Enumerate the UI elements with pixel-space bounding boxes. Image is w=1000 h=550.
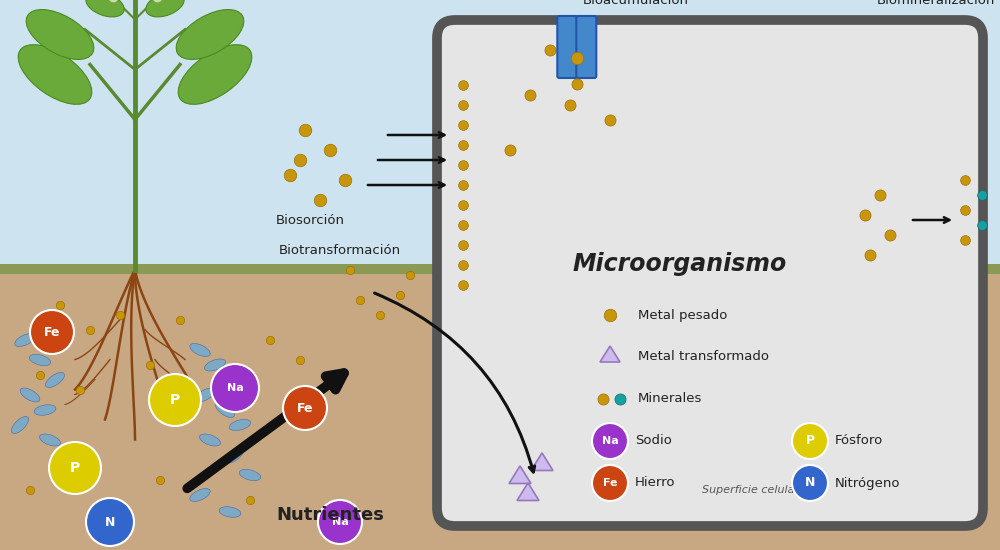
Polygon shape	[509, 466, 531, 483]
FancyBboxPatch shape	[557, 16, 577, 78]
Ellipse shape	[216, 403, 234, 417]
Text: Fe: Fe	[603, 478, 617, 488]
Polygon shape	[531, 453, 553, 470]
Text: P: P	[170, 393, 180, 407]
Ellipse shape	[195, 388, 215, 402]
Circle shape	[792, 423, 828, 459]
Polygon shape	[600, 346, 620, 362]
Circle shape	[318, 500, 362, 544]
Text: P: P	[70, 461, 80, 475]
Text: Hierro: Hierro	[635, 476, 676, 490]
Text: Sodio: Sodio	[635, 434, 672, 448]
Polygon shape	[0, 270, 1000, 550]
Ellipse shape	[26, 9, 94, 59]
Text: P: P	[805, 434, 815, 448]
Circle shape	[149, 374, 201, 426]
Ellipse shape	[229, 420, 251, 431]
Circle shape	[283, 386, 327, 430]
Text: Nitrógeno: Nitrógeno	[835, 476, 900, 490]
Text: Minerales: Minerales	[638, 393, 702, 405]
Text: Biotransformación: Biotransformación	[279, 244, 401, 256]
Circle shape	[86, 498, 134, 546]
Ellipse shape	[239, 469, 261, 481]
Text: Na: Na	[227, 383, 243, 393]
Text: N: N	[105, 515, 115, 529]
FancyBboxPatch shape	[437, 20, 983, 526]
Text: Fe: Fe	[44, 326, 60, 338]
Text: Na: Na	[602, 436, 618, 446]
Text: Metal pesado: Metal pesado	[638, 309, 727, 322]
Ellipse shape	[46, 372, 64, 388]
Text: Fe: Fe	[297, 402, 313, 415]
Ellipse shape	[86, 0, 124, 17]
Text: N: N	[805, 476, 815, 490]
Ellipse shape	[219, 507, 241, 518]
Polygon shape	[0, 0, 1000, 270]
Text: Superficie celular: Superficie celular	[702, 485, 799, 495]
Circle shape	[592, 465, 628, 501]
Circle shape	[592, 423, 628, 459]
Circle shape	[211, 364, 259, 412]
Text: Nutrientes: Nutrientes	[276, 506, 384, 524]
Polygon shape	[0, 263, 1000, 273]
Ellipse shape	[29, 354, 51, 366]
Ellipse shape	[178, 45, 252, 104]
Ellipse shape	[190, 488, 210, 502]
Polygon shape	[517, 483, 539, 500]
Text: Biomineralización: Biomineralización	[877, 0, 995, 7]
Ellipse shape	[226, 447, 244, 463]
Text: Fósforo: Fósforo	[835, 434, 883, 448]
Circle shape	[30, 310, 74, 354]
Ellipse shape	[219, 375, 241, 386]
Ellipse shape	[176, 9, 244, 59]
Ellipse shape	[190, 344, 210, 356]
Ellipse shape	[34, 405, 56, 415]
Ellipse shape	[200, 434, 220, 446]
Ellipse shape	[11, 416, 29, 433]
Ellipse shape	[20, 388, 40, 402]
Text: Na: Na	[332, 517, 348, 527]
Ellipse shape	[40, 434, 60, 446]
Text: Metal transformado: Metal transformado	[638, 350, 769, 364]
Circle shape	[792, 465, 828, 501]
Circle shape	[49, 442, 101, 494]
Text: Biosorción: Biosorción	[276, 213, 344, 227]
Ellipse shape	[18, 45, 92, 104]
Ellipse shape	[146, 0, 184, 17]
Text: Microorganismo: Microorganismo	[572, 251, 787, 276]
FancyBboxPatch shape	[576, 16, 596, 78]
Ellipse shape	[15, 333, 35, 346]
Ellipse shape	[205, 359, 225, 371]
Text: Bioacumulación: Bioacumulación	[582, 0, 688, 7]
